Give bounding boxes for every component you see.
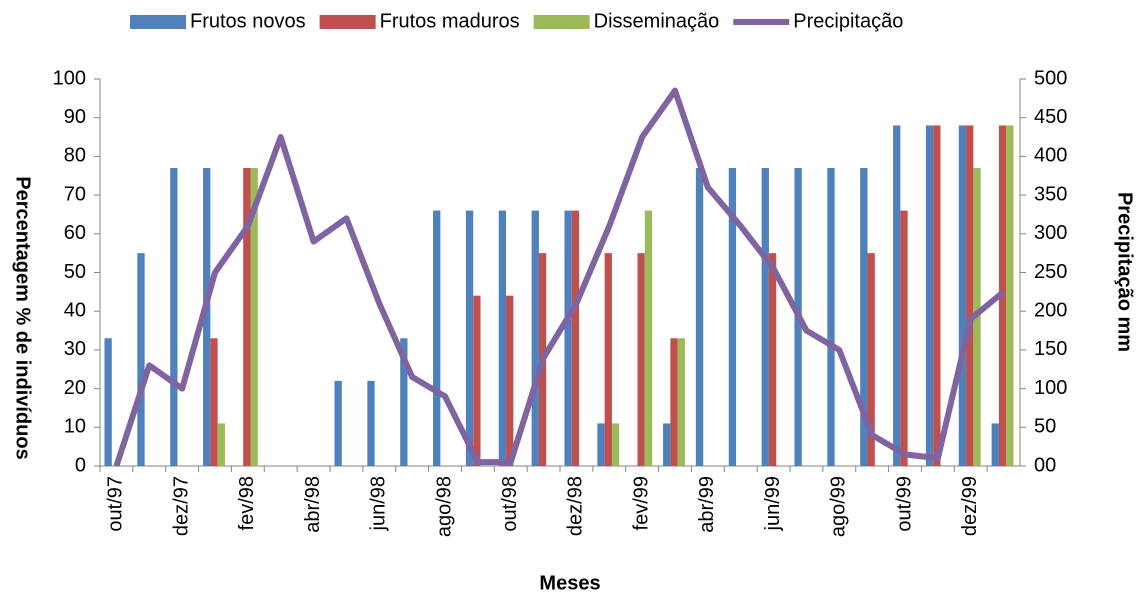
bar bbox=[137, 253, 145, 466]
bar bbox=[1006, 125, 1014, 466]
y2-tick-label: 200 bbox=[1034, 299, 1067, 321]
bar bbox=[473, 295, 481, 466]
legend-swatch bbox=[319, 15, 376, 29]
y-tick-label: 90 bbox=[64, 106, 86, 128]
bar bbox=[250, 168, 258, 466]
legend-swatch bbox=[533, 15, 590, 29]
bar bbox=[677, 338, 685, 466]
y-axis-label: Percentagem % de indivíduos bbox=[12, 176, 34, 459]
x-tick-label: dez/97 bbox=[170, 476, 192, 536]
y2-tick-label: 50 bbox=[1034, 416, 1056, 438]
bar bbox=[597, 423, 605, 466]
bar bbox=[728, 168, 737, 466]
bar bbox=[498, 210, 507, 466]
line bbox=[113, 87, 1006, 467]
y2-tick-label: 350 bbox=[1034, 183, 1067, 205]
x-tick-label: jun/98 bbox=[368, 476, 390, 532]
bar bbox=[768, 253, 777, 466]
bar bbox=[571, 210, 580, 466]
bar bbox=[644, 210, 653, 466]
x-tick-label: fev/98 bbox=[236, 476, 258, 530]
legend-label: Frutos maduros bbox=[380, 10, 520, 32]
bar bbox=[334, 380, 342, 466]
bar bbox=[531, 210, 539, 466]
bar bbox=[210, 338, 218, 466]
bar bbox=[170, 168, 178, 466]
y2-tick-label: 100 bbox=[1034, 377, 1067, 399]
legend-label: Disseminação bbox=[594, 10, 720, 32]
x-tick-label: fev/99 bbox=[630, 476, 652, 530]
bar bbox=[217, 423, 225, 466]
bar bbox=[925, 125, 934, 466]
y2-axis-label: Precipitação mm bbox=[1114, 192, 1136, 352]
bar bbox=[243, 168, 251, 466]
y2-tick-label: 00 bbox=[1034, 454, 1056, 476]
bar bbox=[966, 125, 974, 466]
y2-tick-label: 150 bbox=[1034, 338, 1067, 360]
bar bbox=[611, 423, 620, 466]
bar bbox=[637, 253, 645, 466]
bar bbox=[695, 168, 704, 466]
bar bbox=[663, 423, 671, 466]
x-tick-label: dez/99 bbox=[959, 476, 981, 536]
x-tick-label: dez/98 bbox=[565, 476, 587, 536]
bar bbox=[761, 168, 769, 466]
y-tick-label: 0 bbox=[75, 454, 86, 476]
bar bbox=[893, 125, 901, 466]
x-tick-label: out/97 bbox=[105, 476, 127, 532]
y2-tick-label: 300 bbox=[1034, 222, 1067, 244]
y-tick-label: 100 bbox=[53, 67, 86, 89]
bar bbox=[506, 295, 514, 466]
bar bbox=[604, 253, 612, 466]
bar bbox=[933, 125, 941, 466]
y2-tick-label: 400 bbox=[1034, 145, 1067, 167]
bar bbox=[860, 168, 868, 466]
y2-tick-label: 250 bbox=[1034, 261, 1067, 283]
x-tick-label: abr/98 bbox=[302, 476, 324, 533]
legend-label: Precipitação bbox=[793, 10, 903, 32]
x-axis-label: Meses bbox=[539, 572, 600, 594]
y2-tick-label: 500 bbox=[1034, 67, 1067, 89]
x-tick-label: ago/98 bbox=[433, 476, 455, 537]
y2-tick-label: 450 bbox=[1034, 106, 1067, 128]
y-tick-label: 40 bbox=[64, 299, 86, 321]
y-tick-label: 10 bbox=[64, 416, 86, 438]
legend-label: Frutos novos bbox=[190, 10, 306, 32]
x-tick-label: out/99 bbox=[893, 476, 915, 532]
bar bbox=[465, 210, 474, 466]
bar bbox=[991, 423, 999, 466]
y-tick-label: 80 bbox=[64, 145, 86, 167]
x-tick-label: abr/99 bbox=[696, 476, 718, 533]
bar bbox=[203, 168, 211, 466]
legend-swatch bbox=[130, 15, 186, 29]
bar bbox=[104, 338, 112, 466]
bar bbox=[670, 338, 678, 466]
y-tick-label: 30 bbox=[64, 338, 86, 360]
bar bbox=[564, 210, 572, 466]
bar bbox=[900, 210, 908, 466]
x-tick-label: ago/99 bbox=[828, 476, 850, 537]
bar bbox=[400, 338, 408, 466]
bar bbox=[867, 253, 875, 466]
x-tick-label: out/98 bbox=[499, 476, 521, 532]
y-tick-label: 20 bbox=[64, 377, 86, 399]
y-tick-label: 50 bbox=[64, 261, 86, 283]
y-tick-label: 60 bbox=[64, 222, 86, 244]
y-tick-label: 70 bbox=[64, 183, 86, 205]
bar bbox=[827, 168, 835, 466]
x-tick-label: jun/99 bbox=[762, 476, 784, 532]
bar bbox=[367, 380, 375, 466]
bar bbox=[433, 210, 441, 466]
bar bbox=[958, 125, 967, 466]
